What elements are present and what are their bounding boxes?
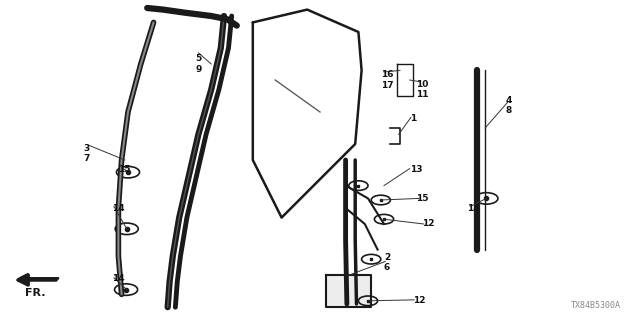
Text: 16
17: 16 17 [381, 70, 394, 90]
Text: 14: 14 [467, 204, 480, 212]
Text: 14: 14 [112, 204, 125, 212]
Text: 4
8: 4 8 [506, 96, 512, 115]
Text: 12: 12 [422, 220, 435, 228]
Text: 14: 14 [112, 274, 125, 283]
Text: TX84B5300A: TX84B5300A [571, 301, 621, 310]
Text: 13: 13 [410, 165, 422, 174]
Text: 5
9: 5 9 [195, 54, 202, 74]
Text: 3
7: 3 7 [83, 144, 90, 163]
Text: 1: 1 [410, 114, 416, 123]
Text: 10
11: 10 11 [416, 80, 429, 99]
Text: 15: 15 [416, 194, 429, 203]
Text: 12: 12 [413, 296, 426, 305]
Text: 15: 15 [118, 165, 131, 174]
Polygon shape [326, 275, 371, 307]
Text: FR.: FR. [25, 288, 45, 298]
Text: 2
6: 2 6 [384, 253, 390, 272]
